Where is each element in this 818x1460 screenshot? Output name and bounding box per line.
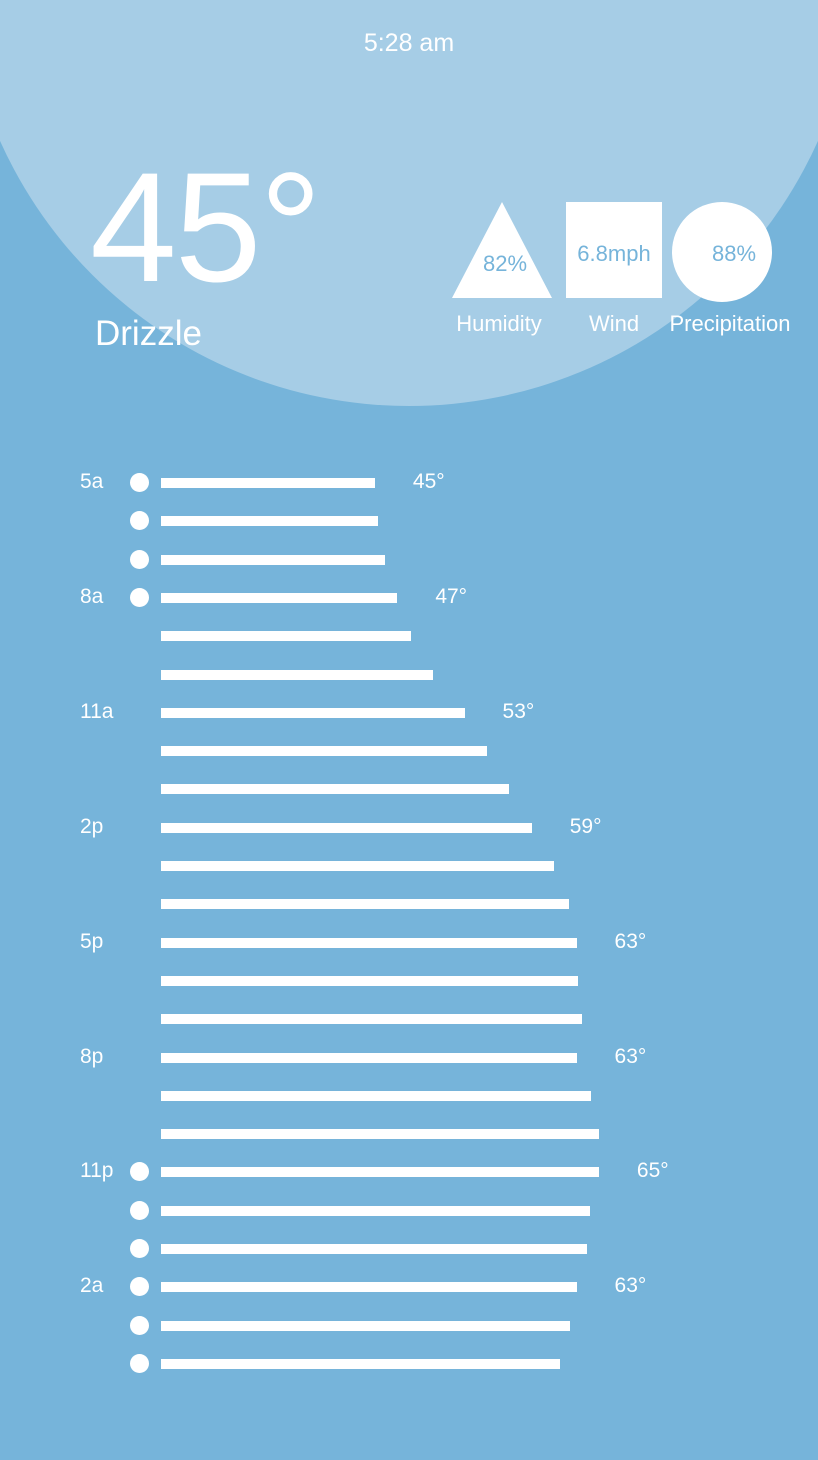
temperature-bar bbox=[161, 822, 532, 833]
hour-row bbox=[0, 851, 818, 881]
rain-indicator-dot bbox=[130, 1277, 149, 1297]
temperature-bar bbox=[161, 1090, 592, 1101]
hour-row bbox=[0, 621, 818, 651]
hour-row: 2p 59° bbox=[0, 813, 818, 843]
hour-row bbox=[0, 1196, 818, 1226]
hour-row: 8p 63° bbox=[0, 1043, 818, 1073]
temperature-bar bbox=[161, 707, 465, 718]
temperature-bar bbox=[161, 899, 569, 910]
temperature-bar bbox=[161, 554, 385, 565]
temperature-bar bbox=[161, 516, 379, 527]
temperature-label: 63° bbox=[614, 1274, 647, 1298]
temperature-bar bbox=[161, 1358, 560, 1369]
humidity-triangle-icon bbox=[452, 202, 552, 298]
hour-row bbox=[0, 1004, 818, 1034]
temperature-bar bbox=[161, 1320, 570, 1331]
rain-indicator-dot bbox=[130, 587, 149, 607]
wind-square-icon bbox=[566, 202, 662, 298]
hour-label: 5p bbox=[80, 929, 104, 953]
temperature-bar bbox=[161, 1282, 577, 1293]
temperature-bar bbox=[161, 1014, 583, 1025]
hour-row: 5p 63° bbox=[0, 928, 818, 958]
hour-label: 8a bbox=[80, 584, 104, 608]
hour-label: 8p bbox=[80, 1044, 104, 1068]
hour-row bbox=[0, 506, 818, 536]
temperature-bar bbox=[161, 1205, 590, 1216]
hour-row bbox=[0, 889, 818, 919]
hour-row: 2a 63° bbox=[0, 1272, 818, 1302]
temperature-label: 63° bbox=[614, 1044, 647, 1068]
hour-row bbox=[0, 1081, 818, 1111]
temperature-bar bbox=[161, 861, 555, 871]
hour-row: 8a 47° bbox=[0, 583, 818, 613]
rain-indicator-dot bbox=[130, 1315, 149, 1335]
humidity-label: Humidity bbox=[456, 311, 542, 336]
temperature-bar bbox=[161, 592, 398, 603]
temperature-bar bbox=[161, 1167, 599, 1178]
hour-label: 11a bbox=[80, 699, 114, 723]
temperature-bar bbox=[161, 631, 411, 642]
temperature-bar bbox=[161, 1129, 599, 1140]
hour-row bbox=[0, 774, 818, 804]
temperature-bar bbox=[161, 669, 434, 680]
rain-indicator-dot bbox=[130, 1239, 149, 1258]
hour-row: 11a 53° bbox=[0, 698, 818, 728]
hour-row bbox=[0, 1234, 818, 1264]
current-time: 5:28 am bbox=[363, 29, 455, 57]
hour-row bbox=[0, 660, 818, 690]
temperature-label: 45° bbox=[412, 470, 445, 493]
temperature-label: 59° bbox=[569, 814, 602, 838]
hour-row: 11p 65° bbox=[0, 1157, 818, 1187]
precipitation-value: 88% bbox=[711, 241, 757, 266]
hour-row bbox=[0, 1311, 818, 1341]
temperature-label: 65° bbox=[636, 1159, 669, 1183]
hour-label: 2p bbox=[80, 814, 104, 838]
precipitation-circle-icon bbox=[672, 202, 772, 302]
temperature-bar bbox=[161, 478, 375, 488]
hour-row bbox=[0, 1349, 818, 1379]
hour-row bbox=[0, 545, 818, 575]
current-temperature: 45° bbox=[90, 141, 322, 315]
rain-indicator-dot bbox=[130, 1200, 149, 1220]
rain-indicator-dot bbox=[130, 549, 149, 569]
humidity-value: 82% bbox=[482, 251, 528, 276]
temperature-label: 63° bbox=[614, 929, 647, 953]
wind-label: Wind bbox=[588, 311, 640, 336]
rain-indicator-dot bbox=[130, 473, 149, 492]
rain-indicator-dot bbox=[130, 1353, 149, 1373]
temperature-bar bbox=[161, 937, 577, 948]
temperature-bar bbox=[161, 975, 578, 986]
rain-indicator-dot bbox=[130, 511, 149, 531]
hour-label: 11p bbox=[80, 1159, 114, 1183]
hour-row: 5a 45° bbox=[0, 468, 818, 498]
temperature-bar bbox=[161, 746, 487, 757]
temperature-label: 53° bbox=[502, 699, 535, 723]
wind-value: 6.8mph bbox=[577, 241, 651, 266]
temperature-label: 47° bbox=[435, 584, 468, 608]
temperature-bar bbox=[161, 784, 510, 795]
precipitation-label: Precipitation bbox=[669, 311, 791, 336]
temperature-bar bbox=[161, 1052, 577, 1063]
hour-label: 5a bbox=[80, 470, 104, 493]
hour-label: 2a bbox=[80, 1274, 104, 1298]
rain-indicator-dot bbox=[130, 1162, 149, 1182]
weather-condition: Drizzle bbox=[95, 314, 202, 353]
hour-row bbox=[0, 736, 818, 766]
hour-row bbox=[0, 966, 818, 996]
temperature-bar bbox=[161, 1244, 587, 1254]
hour-row bbox=[0, 1119, 818, 1149]
